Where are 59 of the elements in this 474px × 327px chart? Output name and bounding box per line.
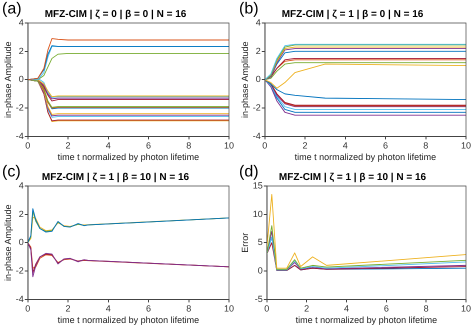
y-tick-label: -2: [252, 102, 261, 113]
y-axis-title: Error: [240, 232, 250, 253]
y-axis-title: in-phase Amplitude: [240, 41, 250, 118]
x-tick-label: 10: [224, 140, 234, 150]
x-axis-title: time t normalized by photon lifetime: [294, 152, 436, 162]
x-axis-title: time t normalized by photon lifetime: [58, 152, 200, 162]
x-tick-label: 8: [186, 303, 192, 314]
x-tick-label: 4: [106, 140, 111, 150]
x-tick-label: 0: [25, 140, 30, 150]
x-tick-label: 6: [146, 303, 152, 314]
x-tick-label: 2: [304, 303, 310, 314]
y-tick-label: -2: [16, 266, 24, 276]
y-tick-label: -4: [16, 294, 24, 304]
x-tick-label: 6: [146, 140, 152, 150]
x-tick-label: 2: [66, 140, 71, 150]
y-tick-label: 2: [256, 46, 261, 56]
x-tick-label: 0: [264, 303, 270, 314]
y-axis-title: in-phase Amplitude: [2, 204, 13, 281]
x-tick-label: 4: [106, 303, 111, 314]
x-axis-title: time t normalized by photon lifetime: [296, 315, 438, 326]
y-tick-label: -4: [252, 130, 261, 141]
text: (b): [239, 0, 259, 18]
x-tick-label: 8: [424, 303, 429, 314]
x-tick-label: 10: [460, 303, 472, 314]
x-tick-label: 2: [66, 303, 71, 314]
x-tick-label: 0: [25, 303, 30, 314]
y-tick-label: 10: [252, 208, 263, 219]
x-tick-label: 10: [460, 140, 472, 150]
y-tick-label: 4: [256, 17, 261, 28]
text: (d): [239, 163, 259, 180]
chart-title: MFZ-CIM | ζ = 1 | β = 10 | N = 16: [278, 172, 427, 183]
x-tick-label: 2: [302, 140, 308, 150]
y-tick-label: -5: [254, 294, 263, 304]
y-tick-label: 2: [18, 208, 24, 219]
x-axis-title: time t normalized by photon lifetime: [58, 315, 200, 326]
y-tick-label: -4: [16, 130, 24, 141]
y-tick-label: 0: [18, 237, 24, 248]
y-tick-label: 4: [18, 17, 24, 28]
x-tick-label: 4: [342, 140, 348, 150]
y-tick-label: 15: [252, 180, 263, 190]
y-tick-label: -2: [16, 102, 24, 113]
y-tick-label: 0: [258, 266, 263, 276]
y-tick-label: 2: [18, 46, 24, 56]
x-tick-label: 8: [186, 140, 192, 150]
y-tick-label: 5: [258, 237, 263, 248]
text: (c): [2, 163, 21, 180]
x-tick-label: 4: [344, 303, 349, 314]
x-tick-label: 8: [423, 140, 428, 150]
chart-title: MFZ-CIM | ζ = 1 | β = 0 | N = 16: [282, 8, 424, 20]
x-tick-label: 6: [384, 303, 389, 314]
chart-title: MFZ-CIM | ζ = 0 | β = 0 | N = 16: [44, 8, 187, 20]
y-tick-label: 0: [18, 74, 24, 84]
text: (a): [2, 0, 22, 18]
y-axis-title: in-phase Amplitude: [2, 41, 13, 118]
y-tick-label: 0: [256, 74, 261, 84]
x-tick-label: 10: [224, 303, 234, 314]
x-tick-label: 6: [383, 140, 388, 150]
y-tick-label: 4: [18, 180, 24, 190]
chart-title: MFZ-CIM | ζ = 1 | β = 10 | N = 16: [42, 172, 190, 183]
